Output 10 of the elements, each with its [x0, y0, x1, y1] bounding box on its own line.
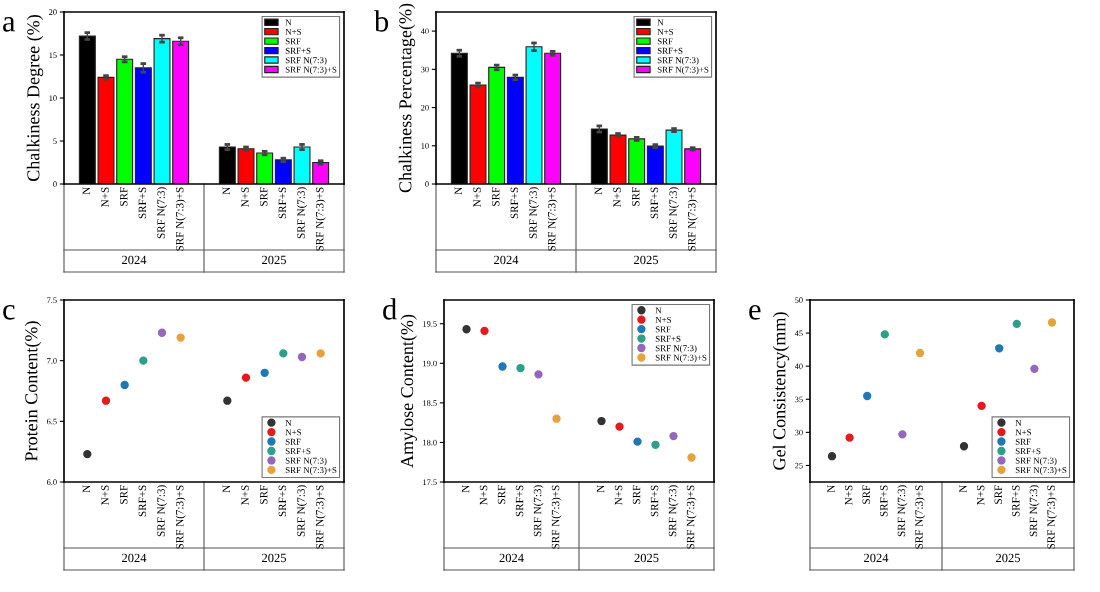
y-axis-title: Chalkiness Percentage(%): [398, 3, 416, 193]
y-axis-title: Gel Consistency(mm): [772, 312, 790, 470]
chart-title: a: [3, 17, 16, 32]
chart-title: c: [3, 304, 15, 320]
chart-title: d: [383, 298, 397, 320]
chart-title: b: [374, 10, 389, 32]
y-axis-title: Chalkiness Degree (%): [26, 15, 44, 181]
chart-title: e: [749, 304, 761, 320]
y-axis-title: Protein Content(%): [24, 321, 42, 461]
y-axis-title: Amylose Content(%): [400, 314, 417, 468]
